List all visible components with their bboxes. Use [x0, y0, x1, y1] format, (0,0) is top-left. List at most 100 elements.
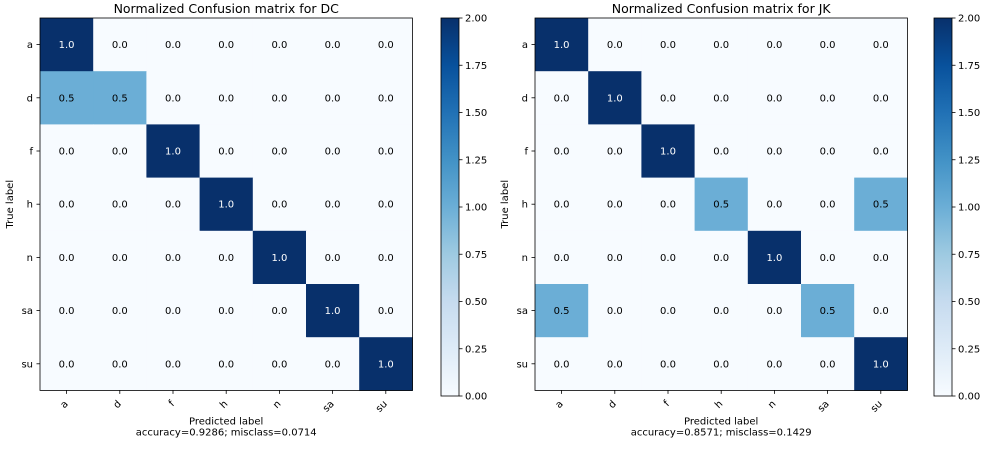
- x-tick-label: n: [766, 399, 778, 411]
- heatmap-cell: [40, 337, 94, 391]
- heatmap-cell: [694, 230, 749, 285]
- x-tick-label: f: [167, 398, 178, 409]
- cell-value-label: 0.0: [766, 93, 782, 104]
- heatmap-cell: [40, 71, 94, 125]
- cell-value-label: 0.0: [820, 253, 836, 264]
- cell-value-label: 0.0: [59, 253, 75, 264]
- cell-value-label: 0.0: [59, 306, 75, 317]
- x-tick-label: a: [554, 399, 566, 411]
- y-tick-label: su: [21, 359, 33, 370]
- cell-value-label: 0.0: [554, 147, 570, 158]
- x-axis-sublabel: accuracy=0.9286; misclass=0.0714: [136, 427, 317, 438]
- heatmap-cell: [588, 230, 642, 285]
- heatmap-cell: [252, 177, 307, 232]
- cell-value-label: 0.0: [766, 306, 782, 317]
- heatmap-cell: [801, 71, 855, 125]
- heatmap-cell: [747, 124, 802, 179]
- cell-value-label: 0.0: [820, 40, 836, 51]
- heatmap-cell: [641, 230, 696, 285]
- cell-value-label: 1.0: [59, 40, 75, 51]
- heatmap-cell: [146, 177, 201, 232]
- y-tick-label: su: [516, 359, 528, 370]
- x-tick-label: d: [607, 399, 619, 411]
- cell-value-label: 0.0: [165, 306, 181, 317]
- cell-value-label: 0.0: [165, 40, 181, 51]
- x-axis-label: Predicted label: [189, 416, 263, 427]
- y-tick-label: d: [522, 93, 528, 104]
- cell-value-label: 0.0: [713, 253, 729, 264]
- heatmap-cell: [641, 177, 696, 232]
- y-tick-label: a: [522, 40, 528, 51]
- cell-value-label: 1.0: [378, 359, 394, 370]
- x-tick-label: su: [869, 399, 885, 415]
- x-axis-label: Predicted label: [684, 416, 758, 427]
- heatmap-cell: [40, 284, 94, 338]
- cell-value-label: 0.0: [766, 200, 782, 211]
- cell-value-label: 0.5: [873, 200, 889, 211]
- colorbar-tick-label: 0.25: [958, 344, 980, 355]
- heatmap-cell: [854, 284, 908, 338]
- y-tick-label: f: [29, 147, 33, 158]
- heatmap-cell: [93, 337, 147, 391]
- heatmap-cell: [854, 337, 908, 391]
- cell-value-label: 0.5: [713, 200, 729, 211]
- cell-value-label: 0.5: [59, 93, 75, 104]
- heatmap-cell: [854, 177, 908, 232]
- cell-value-label: 0.0: [325, 253, 341, 264]
- cell-value-label: 0.0: [713, 40, 729, 51]
- y-tick-label: sa: [22, 306, 33, 317]
- cell-value-label: 0.0: [325, 359, 341, 370]
- heatmap-cell: [588, 284, 642, 338]
- cell-value-label: 1.0: [271, 253, 287, 264]
- heatmap-cell: [199, 284, 254, 338]
- cell-value-label: 0.0: [873, 93, 889, 104]
- x-tick-label: h: [713, 399, 725, 411]
- cell-value-label: 0.0: [660, 40, 676, 51]
- heatmap-cell: [747, 18, 802, 72]
- cell-value-label: 0.0: [873, 147, 889, 158]
- cell-value-label: 0.0: [165, 253, 181, 264]
- heatmap-cell: [359, 18, 413, 72]
- heatmap-cell: [747, 177, 802, 232]
- heatmap-cell: [801, 284, 855, 338]
- heatmap-cell: [588, 18, 642, 72]
- cell-value-label: 1.0: [325, 306, 341, 317]
- colorbar-tick-label: 0.00: [465, 392, 487, 403]
- colorbar-tick-label: 1.50: [465, 108, 487, 119]
- x-tick-label: su: [374, 399, 390, 415]
- cell-value-label: 0.0: [378, 40, 394, 51]
- cell-value-label: 0.0: [554, 253, 570, 264]
- cell-value-label: 1.0: [660, 147, 676, 158]
- heatmap-cell: [801, 177, 855, 232]
- heatmap-cell: [199, 124, 254, 179]
- cell-value-label: 0.0: [165, 359, 181, 370]
- cell-value-label: 0.0: [325, 200, 341, 211]
- cell-value-label: 0.0: [378, 200, 394, 211]
- cell-value-label: 0.0: [713, 93, 729, 104]
- cell-value-label: 0.0: [820, 93, 836, 104]
- heatmap-cell: [146, 124, 201, 179]
- heatmap-cell: [641, 124, 696, 179]
- heatmap-cell: [252, 71, 307, 125]
- y-tick-label: n: [522, 253, 528, 264]
- confusion-matrix-panel: Normalized Confusion matrix for DC 1.0 0.0…: [5, 1, 487, 438]
- x-tick-label: h: [218, 399, 230, 411]
- heatmap-cell: [359, 337, 413, 391]
- cell-value-label: 0.0: [378, 147, 394, 158]
- y-tick-label: sa: [517, 306, 528, 317]
- heatmap-cell: [359, 124, 413, 179]
- cell-value-label: 0.0: [165, 200, 181, 211]
- heatmap-cell: [40, 230, 94, 285]
- heatmap-cell: [641, 284, 696, 338]
- heatmap-cell: [252, 284, 307, 338]
- colorbar-tick-label: 1.25: [958, 155, 980, 166]
- colorbar-tick-label: 1.75: [465, 61, 487, 72]
- heatmap-cell: [641, 337, 696, 391]
- heatmap-cell: [854, 71, 908, 125]
- heatmap-cell: [146, 18, 201, 72]
- heatmap-cell: [306, 177, 360, 232]
- heatmap-cell: [146, 230, 201, 285]
- colorbar-tick-label: 2.00: [958, 14, 980, 25]
- colorbar-tick-label: 1.00: [958, 203, 980, 214]
